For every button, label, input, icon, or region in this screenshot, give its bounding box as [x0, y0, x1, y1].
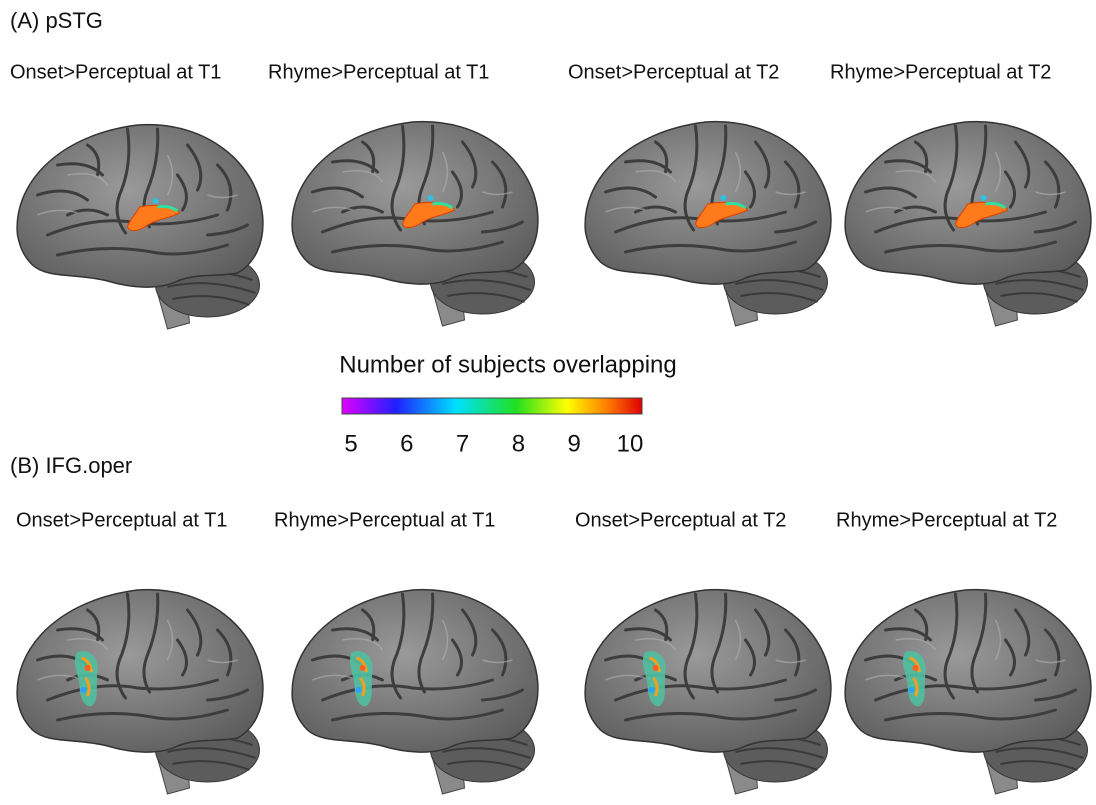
colorbar-tick-label: 7: [456, 430, 469, 457]
colorbar-tick-label: 9: [568, 430, 581, 457]
image-title: Rhyme>Perceptual at T2: [836, 509, 1057, 531]
colorbar-ticks: 5 6 7 8 9 10: [344, 430, 643, 457]
panel-label: (B) IFG.oper: [10, 453, 132, 478]
image-title: Rhyme>Perceptual at T1: [274, 509, 495, 531]
brain-image: [290, 120, 540, 328]
panel-label: (A) pSTG: [10, 8, 103, 33]
image-title: Onset>Perceptual at T1: [16, 509, 227, 531]
image-title: Onset>Perceptual at T2: [568, 61, 779, 83]
image-title: Rhyme>Perceptual at T2: [830, 61, 1051, 83]
brain-image: [290, 588, 540, 796]
colorbar-tick-label: 10: [617, 430, 644, 457]
colorbar-tick-label: 6: [400, 430, 413, 457]
image-title: Onset>Perceptual at T2: [575, 509, 786, 531]
brain-image: [583, 588, 833, 796]
brain-image: [843, 120, 1093, 328]
colorbar: [341, 397, 643, 415]
colorbar-title: Number of subjects overlapping: [339, 351, 677, 378]
image-title: Onset>Perceptual at T1: [10, 61, 221, 83]
colorbar-tick-label: 5: [344, 430, 357, 457]
colorbar-tick-label: 8: [512, 430, 525, 457]
brain-image: [843, 588, 1093, 796]
brain-image: [15, 123, 265, 331]
brain-image: [15, 588, 265, 796]
image-title: Rhyme>Perceptual at T1: [268, 61, 489, 83]
brain-image: [583, 120, 833, 328]
